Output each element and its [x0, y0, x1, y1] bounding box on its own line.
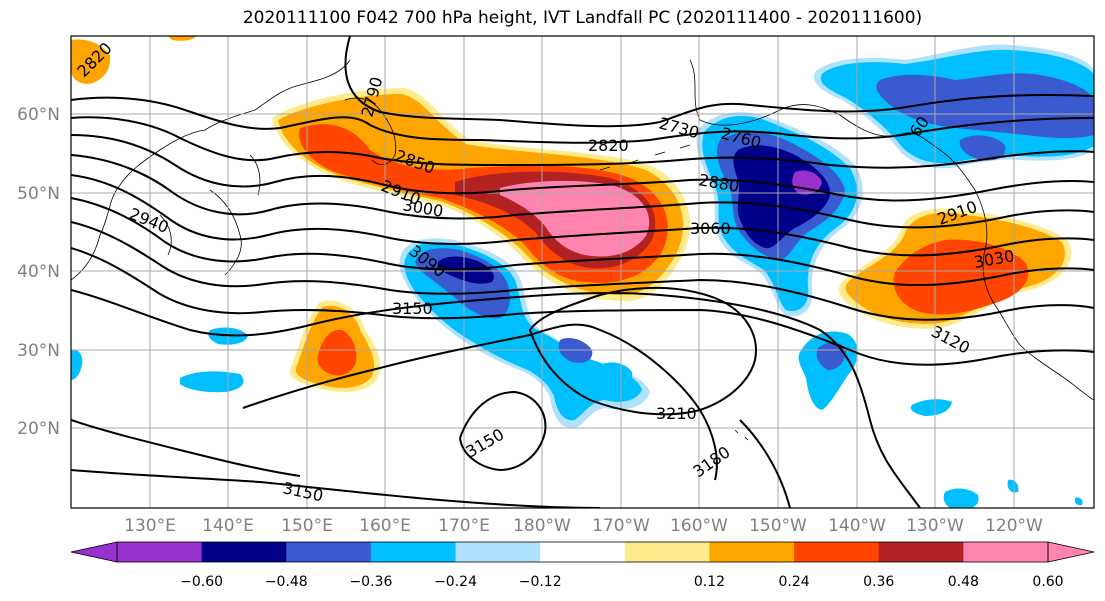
longitude-label: 120°W — [985, 516, 1043, 536]
colorbar-tick-label: −0.12 — [519, 574, 562, 590]
coastlines — [71, 59, 1094, 441]
negative-anomaly-region — [1074, 497, 1083, 506]
longitude-label: 130°E — [124, 516, 176, 536]
longitude-label: 140°W — [828, 516, 886, 536]
colorbar-tick-label: −0.48 — [265, 574, 308, 590]
contour-label: 2820 — [588, 136, 629, 155]
longitude-label: 170°E — [438, 516, 490, 536]
negative-anomaly-region — [1007, 479, 1019, 493]
colorbar-swatch — [201, 542, 287, 562]
alaska-coastline — [689, 59, 976, 191]
longitude-label: 150°W — [749, 516, 807, 536]
longitude-label: 130°W — [906, 516, 964, 536]
colorbar-extend-high — [1047, 541, 1095, 563]
longitude-label: 140°E — [202, 516, 254, 536]
colorbar-swatches — [70, 541, 1095, 563]
colorbar-swatch — [286, 542, 372, 562]
colorbar-tick-label: 0.48 — [948, 574, 979, 590]
negative-anomaly-region — [816, 342, 846, 370]
negative-anomaly-region — [943, 488, 979, 508]
longitude-label: 170°W — [592, 516, 650, 536]
longitude-label: 160°E — [359, 516, 411, 536]
north-america-coastline — [974, 189, 1094, 401]
korea-japan-coastline — [159, 154, 261, 276]
map-border — [70, 35, 1095, 509]
colorbar-swatch — [370, 542, 457, 562]
latitude-label: 40°N — [17, 262, 60, 282]
colorbar-tick-label: 0.24 — [779, 574, 810, 590]
colorbar-swatch — [540, 542, 626, 562]
latitude-label: 20°N — [17, 419, 60, 439]
positive-anomaly-region — [500, 180, 650, 257]
negative-anomaly-region — [910, 399, 952, 416]
colorbar-tick-label: −0.36 — [349, 574, 392, 590]
asia-coastline — [71, 59, 351, 281]
map-title: 2020111100 F042 700 hPa height, IVT Land… — [242, 8, 923, 28]
negative-anomaly-region — [598, 362, 633, 391]
colorbar-swatch — [709, 542, 795, 562]
positive-anomaly-region — [168, 36, 196, 41]
longitude-label: 150°E — [281, 516, 333, 536]
colorbar-extend-low — [70, 541, 118, 563]
latitude-label: 30°N — [17, 341, 60, 361]
contour-label: 3150 — [392, 299, 433, 318]
colorbar-tick-label: 0.12 — [694, 574, 725, 590]
aleutian-islands — [599, 144, 691, 171]
height-contours — [71, 36, 1094, 508]
longitude-labels: 130°E 140°E 150°E 160°E 170°E 180°W 170°… — [124, 516, 1043, 536]
latitude-label: 60°N — [17, 105, 60, 125]
negative-anomaly-region — [71, 349, 83, 380]
positive-anomaly-region — [71, 39, 111, 84]
colorbar: −0.60 −0.48 −0.36 −0.24 −0.12 0.12 0.24 … — [70, 541, 1095, 590]
colorbar-tick-label: 0.36 — [863, 574, 894, 590]
gridlines — [71, 36, 1094, 508]
longitude-label: 160°W — [670, 516, 728, 536]
colorbar-tick-label: 0.60 — [1032, 574, 1063, 590]
negative-anomaly-region — [876, 73, 1094, 139]
positive-anomaly-region — [893, 239, 1029, 315]
colorbar-border — [116, 541, 1049, 563]
latitude-label: 50°N — [17, 184, 60, 204]
colorbar-tick-label: −0.24 — [434, 574, 477, 590]
latitude-labels: 60°N 50°N 40°N 30°N 20°N — [17, 105, 60, 439]
colorbar-swatch — [455, 542, 541, 562]
colorbar-swatch — [624, 542, 710, 562]
positive-anomaly-region — [317, 329, 357, 376]
colorbar-swatch — [878, 542, 964, 562]
hawaii-islands — [734, 429, 749, 441]
colorbar-swatch — [963, 542, 1049, 562]
colorbar-swatch — [794, 542, 880, 562]
ivt-anomaly-fills — [71, 36, 1094, 508]
contour-label: 3210 — [656, 404, 697, 423]
colorbar-tick-label: −0.60 — [180, 574, 223, 590]
colorbar-swatch — [117, 542, 203, 562]
longitude-label: 180°W — [513, 516, 571, 536]
negative-anomaly-region — [959, 135, 1006, 161]
colorbar-ticks: −0.60 −0.48 −0.36 −0.24 −0.12 0.12 0.24 … — [180, 574, 1063, 590]
contour-label: 3060 — [690, 219, 731, 238]
